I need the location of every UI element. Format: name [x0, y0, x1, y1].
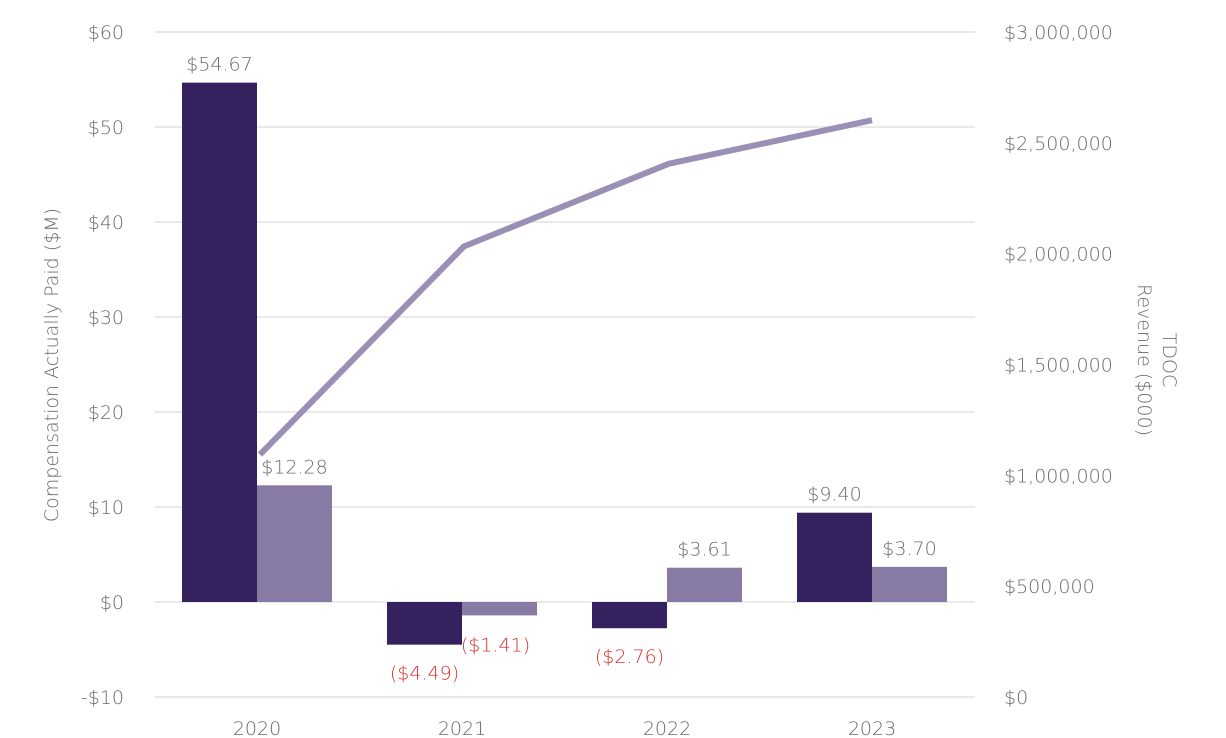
right-tick-label: $1,000,000 [1004, 465, 1113, 487]
bar-a-2023 [797, 512, 872, 602]
bar-a-2021 [387, 602, 462, 645]
bar-b-2021 [462, 602, 537, 616]
bar-label: ($2.76) [595, 646, 664, 668]
left-tick-label: $50 [88, 117, 124, 139]
bar-label: $3.70 [882, 538, 936, 560]
left-tick-label: -$10 [81, 687, 124, 709]
left-tick-label: $0 [100, 592, 124, 614]
x-axis-ticks: 2020 2021 2022 2023 [233, 718, 896, 738]
left-tick-label: $30 [88, 307, 124, 329]
right-axis-title-line1: TDOC [1158, 333, 1180, 387]
x-tick-label: 2022 [643, 718, 691, 738]
x-tick-label: 2020 [233, 718, 281, 738]
data-labels: $54.67 $12.28 ($4.49)($1.41) ($2.76) $3.61 $9… [186, 54, 936, 685]
bar-label: $12.28 [261, 456, 327, 478]
revenue-line [257, 117, 873, 457]
right-tick-label: $3,000,000 [1004, 22, 1113, 44]
left-tick-label: $20 [88, 402, 124, 424]
bar-b-2020 [257, 485, 332, 602]
bar-label: $54.67 [186, 54, 252, 76]
bar-a-2022 [592, 602, 667, 629]
bar-label: $3.61 [677, 539, 731, 561]
left-axis-ticks: -$10 $0 $10 $20 $30 $40 $50 $60 [81, 22, 124, 709]
right-tick-label: $2,500,000 [1004, 133, 1113, 155]
left-axis-title: Compensation Actually Paid ($M) [41, 208, 63, 522]
x-tick-label: 2023 [848, 718, 896, 738]
left-tick-label: $60 [88, 22, 124, 44]
bars [182, 82, 947, 645]
bar-label: ($4.49) [390, 663, 459, 685]
revenue-line-layer [257, 117, 873, 457]
right-axis-ticks: $0 $500,000 $1,000,000 $1,500,000 $2,000,000… [1004, 22, 1113, 709]
bar-b-2022 [667, 567, 742, 602]
left-tick-label: $10 [88, 497, 124, 519]
bar-a-2020 [182, 82, 257, 602]
right-tick-label: $0 [1004, 687, 1028, 709]
bar-label: $9.40 [807, 484, 861, 506]
x-tick-label: 2021 [438, 718, 486, 738]
bar-label: ($1.41) [461, 634, 530, 656]
right-axis-title-line2: Revenue ($000) [1133, 284, 1155, 436]
right-tick-label: $500,000 [1004, 576, 1095, 598]
right-tick-label: $2,000,000 [1004, 244, 1113, 266]
bar-b-2023 [872, 566, 947, 602]
left-tick-label: $40 [88, 212, 124, 234]
right-tick-label: $1,500,000 [1004, 355, 1113, 377]
